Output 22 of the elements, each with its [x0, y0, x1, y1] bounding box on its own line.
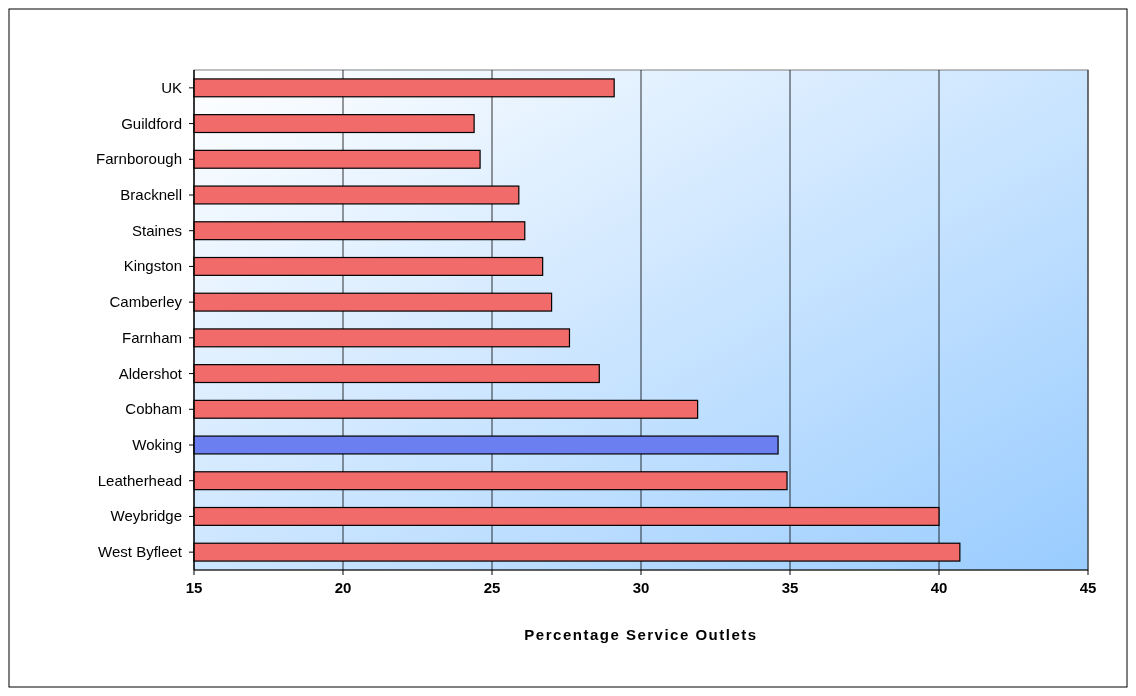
y-tick-label: West Byfleet — [98, 543, 183, 561]
y-tick-label: Guildford — [121, 114, 182, 132]
y-tick-label: Aldershot — [118, 364, 183, 382]
x-tick-label: 30 — [632, 579, 650, 596]
x-tick-label: 25 — [483, 579, 501, 596]
x-tick-label: 15 — [185, 579, 203, 596]
y-tick-label: Weybridge — [110, 507, 182, 525]
y-tick-label: Farnborough — [96, 150, 182, 168]
y-tick-label: Camberley — [109, 293, 183, 311]
y-tick-label: Kingston — [123, 257, 182, 275]
y-tick-label: UK — [161, 78, 182, 96]
x-tick-label: 35 — [781, 579, 799, 596]
x-axis-title: Percentage Service Outlets — [524, 626, 758, 643]
x-tick-label: 20 — [334, 579, 352, 596]
y-tick-label: Woking — [132, 436, 182, 453]
x-tick-label: 40 — [930, 579, 948, 596]
y-tick-label: Bracknell — [120, 186, 182, 203]
x-tick-label: 45 — [1079, 579, 1097, 596]
y-tick-label: Leatherhead — [97, 471, 182, 489]
y-tick-label: Staines — [131, 221, 182, 239]
y-tick-label: Cobham — [125, 400, 182, 418]
y-tick-label: Farnham — [121, 328, 182, 346]
